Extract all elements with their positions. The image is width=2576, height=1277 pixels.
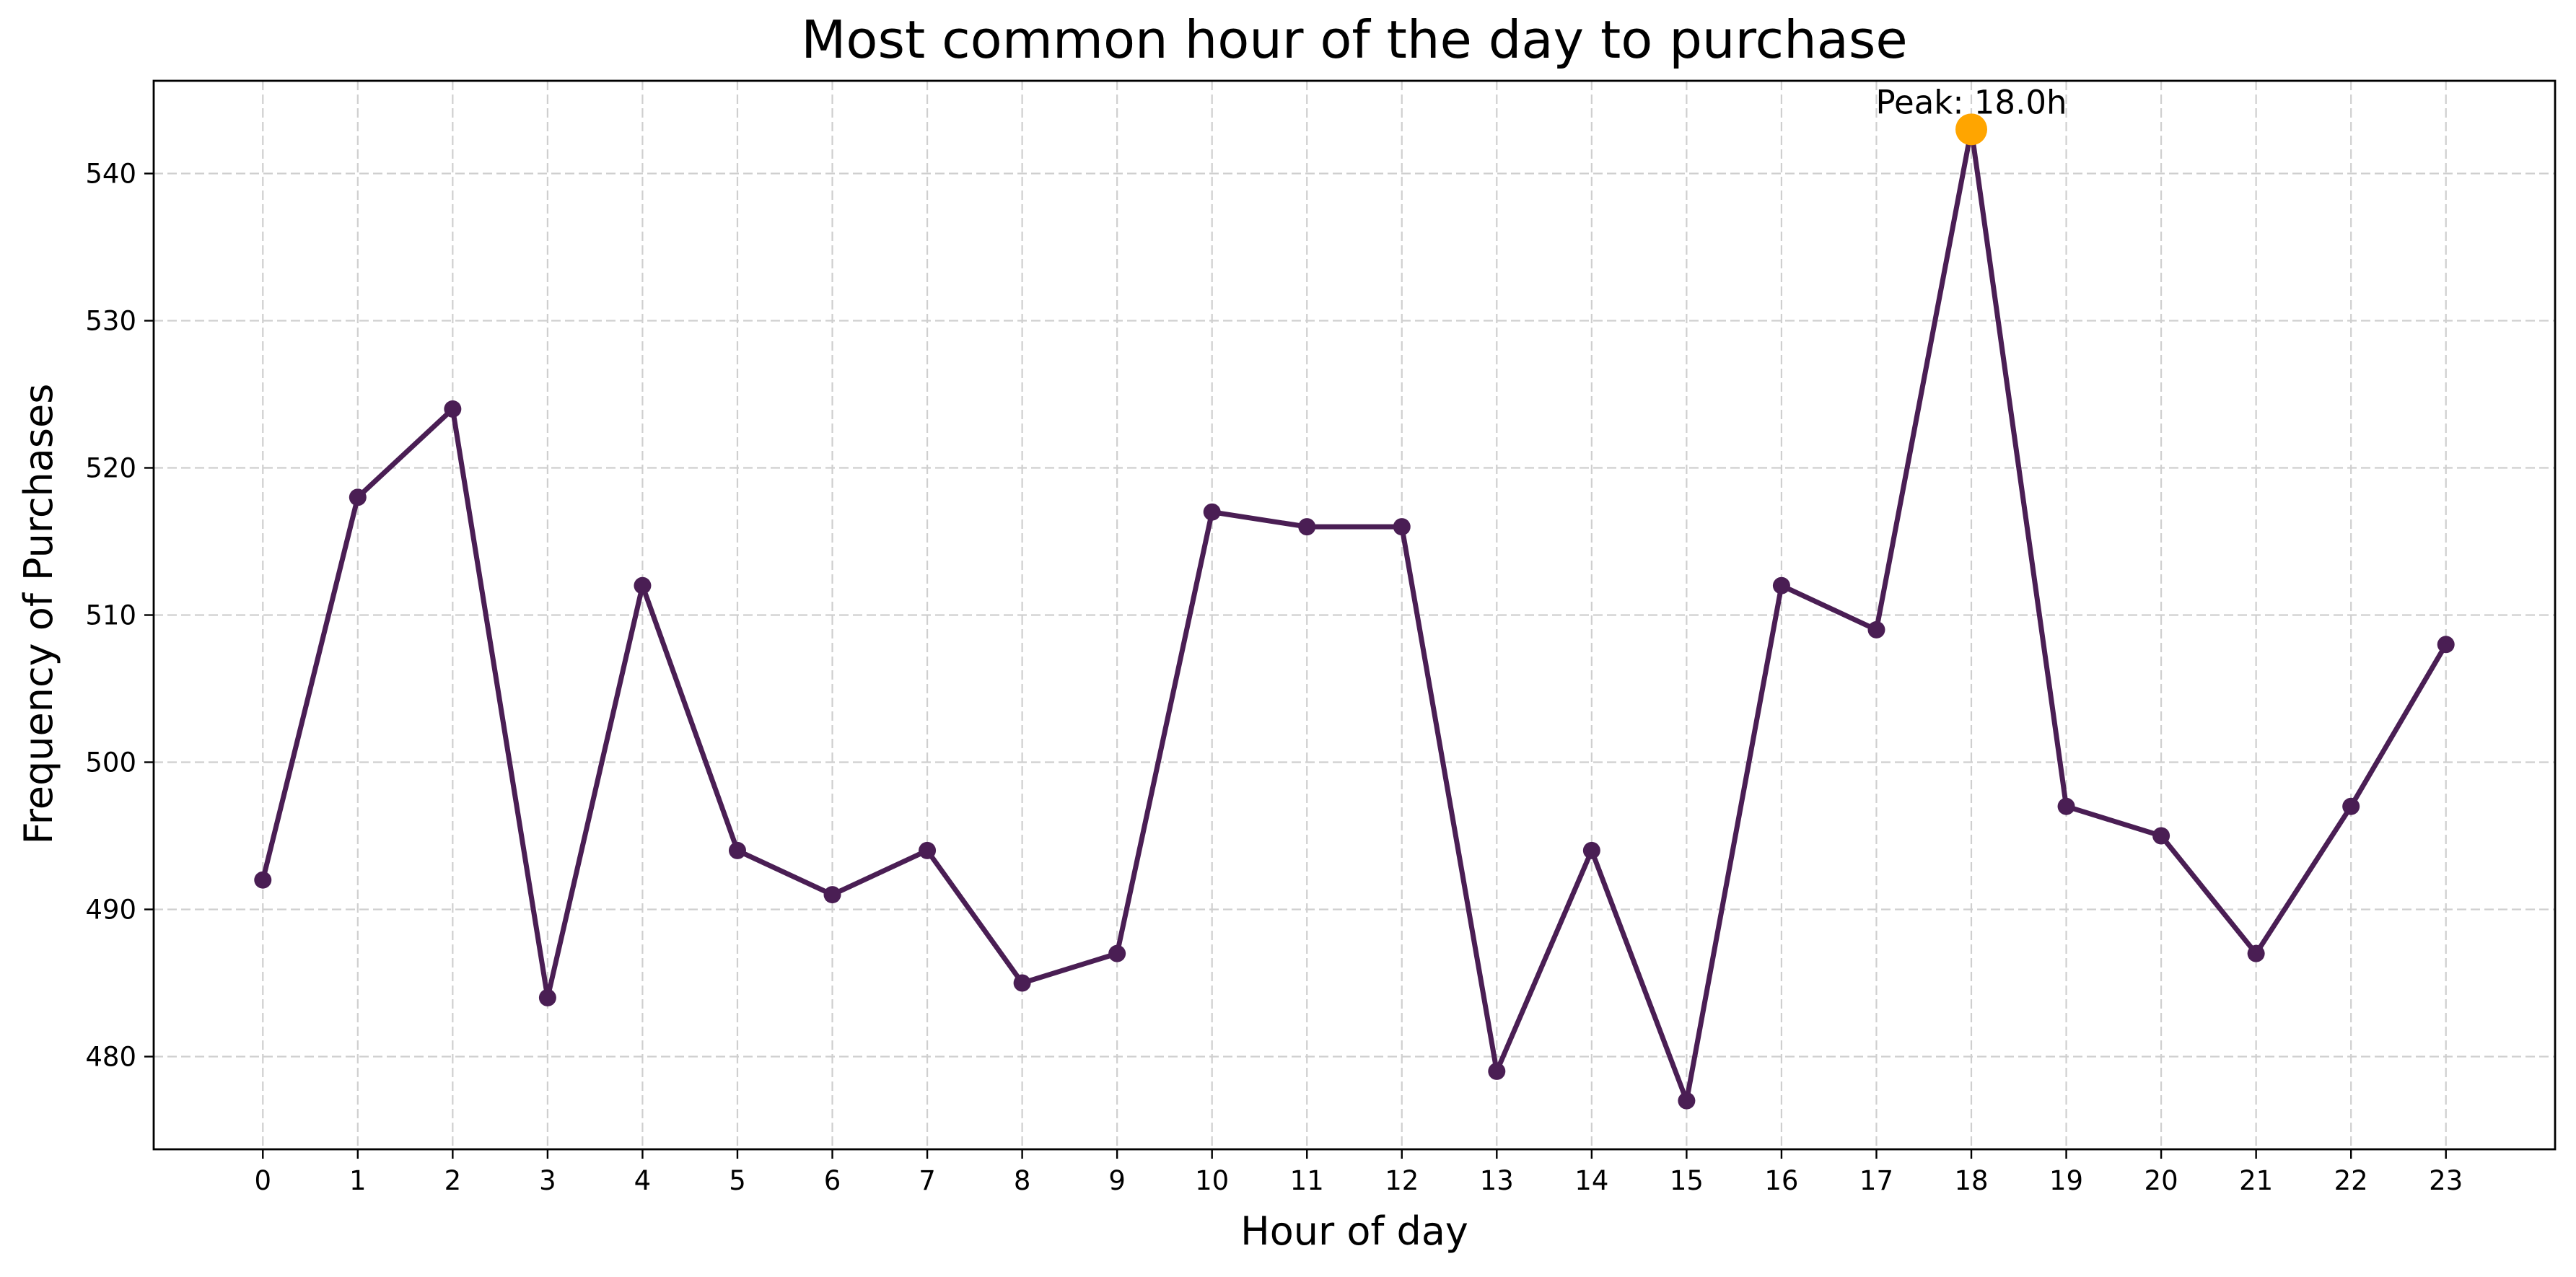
x-tick-label: 6 bbox=[824, 1165, 841, 1196]
x-tick-label: 13 bbox=[1480, 1165, 1514, 1196]
series-line bbox=[260, 126, 2448, 1104]
data-point bbox=[634, 576, 652, 594]
y-tick-label: 480 bbox=[85, 1041, 136, 1072]
x-tick-label: 7 bbox=[919, 1165, 936, 1196]
x-tick-label: 17 bbox=[1859, 1165, 1893, 1196]
data-point bbox=[538, 988, 556, 1006]
x-tick-label: 11 bbox=[1290, 1165, 1324, 1196]
y-tick-label: 510 bbox=[85, 600, 136, 631]
data-point bbox=[2342, 797, 2360, 815]
x-tick-label: 15 bbox=[1670, 1165, 1704, 1196]
y-tick-label: 540 bbox=[85, 159, 136, 190]
data-point bbox=[1013, 974, 1031, 992]
data-point bbox=[444, 400, 462, 418]
data-point bbox=[823, 886, 841, 904]
x-tick-label: 20 bbox=[2145, 1165, 2178, 1196]
y-tick-label: 500 bbox=[85, 747, 136, 778]
data-point bbox=[1298, 518, 1316, 536]
data-point bbox=[1108, 944, 1126, 962]
plot-frame bbox=[152, 79, 2557, 1151]
x-tick-label: 4 bbox=[634, 1165, 652, 1196]
data-point bbox=[2057, 797, 2075, 815]
data-point bbox=[1772, 576, 1790, 594]
data-point bbox=[1867, 620, 1885, 638]
data-point bbox=[728, 841, 746, 859]
x-tick-label: 14 bbox=[1574, 1165, 1608, 1196]
data-series: Peak: 18.0h bbox=[254, 83, 2455, 1110]
data-point bbox=[1393, 518, 1411, 536]
y-tick-label: 520 bbox=[85, 453, 136, 484]
x-tick-label: 8 bbox=[1014, 1165, 1031, 1196]
y-tick-label: 530 bbox=[85, 306, 136, 337]
chart-title: Most common hour of the day to purchase bbox=[801, 9, 1907, 70]
data-point bbox=[2152, 827, 2170, 845]
data-point bbox=[2437, 636, 2455, 654]
x-tick-label: 16 bbox=[1764, 1165, 1798, 1196]
x-tick-label: 10 bbox=[1195, 1165, 1229, 1196]
data-point bbox=[1582, 841, 1600, 859]
x-tick-label: 19 bbox=[2049, 1165, 2083, 1196]
peak-annotation: Peak: 18.0h bbox=[1875, 83, 2067, 121]
data-point bbox=[349, 488, 367, 506]
x-tick-label: 21 bbox=[2239, 1165, 2273, 1196]
x-tick-label: 23 bbox=[2429, 1165, 2463, 1196]
x-tick-label: 3 bbox=[539, 1165, 556, 1196]
data-point bbox=[1203, 503, 1221, 521]
x-tick-label: 22 bbox=[2334, 1165, 2368, 1196]
data-point bbox=[254, 871, 272, 889]
grid-lines bbox=[154, 81, 2555, 1149]
x-tick-label: 1 bbox=[349, 1165, 367, 1196]
axis-ticks: 0 1 2 3 4 5 6 7 8 9 10 11 12 13 14 15 16 17 18 19 20 21 22 2348… bbox=[85, 159, 2463, 1196]
data-point bbox=[1678, 1092, 1696, 1110]
y-tick-label: 490 bbox=[85, 894, 136, 925]
data-point bbox=[919, 841, 937, 859]
data-point bbox=[2247, 944, 2265, 962]
y-axis-label: Frequency of Purchases bbox=[16, 384, 61, 845]
peak-marker bbox=[1955, 113, 1988, 146]
x-tick-label: 12 bbox=[1385, 1165, 1419, 1196]
x-tick-label: 18 bbox=[1954, 1165, 1988, 1196]
data-point bbox=[1488, 1062, 1506, 1080]
x-tick-label: 9 bbox=[1108, 1165, 1126, 1196]
x-axis-label: Hour of day bbox=[1240, 1208, 1468, 1254]
x-tick-label: 0 bbox=[254, 1165, 271, 1196]
x-tick-label: 2 bbox=[444, 1165, 462, 1196]
x-tick-label: 5 bbox=[729, 1165, 746, 1196]
